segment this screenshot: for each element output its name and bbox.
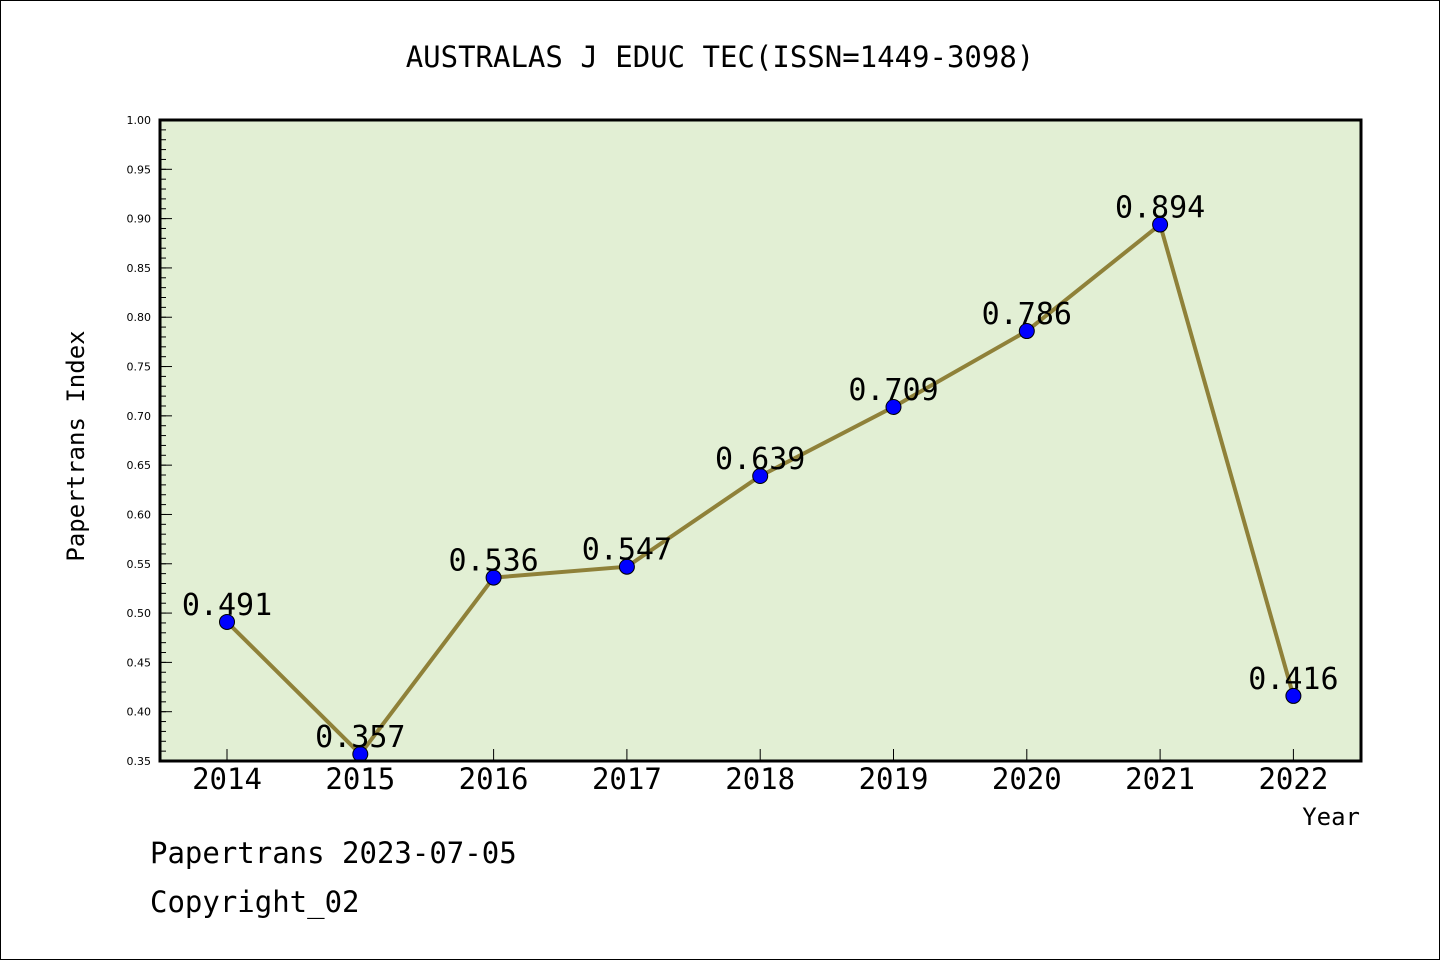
data-point <box>485 569 502 586</box>
data-point <box>1152 216 1169 233</box>
x-tick-label: 2015 <box>325 762 395 796</box>
y-axis-label: Papertrans Index <box>62 330 90 561</box>
x-tick-label: 2020 <box>992 762 1062 796</box>
x-tick-label: 2019 <box>859 762 929 796</box>
y-tick-label: 0.50 <box>127 607 152 620</box>
y-tick-label: 0.85 <box>127 262 152 275</box>
y-tick-label: 0.65 <box>127 459 152 472</box>
y-tick-label: 0.45 <box>127 656 152 669</box>
chart-title: AUSTRALAS J EDUC TEC(ISSN=1449-3098) <box>406 40 1035 74</box>
data-labels: 0.491 0.357 0.536 0.547 0.639 0.709 0.786 0.894… <box>182 191 1339 756</box>
plot-border <box>158 118 1363 763</box>
data-label: 0.547 <box>582 533 672 568</box>
x-tick-label: 2018 <box>725 762 795 796</box>
footer-copyright: Copyright_02 <box>150 885 360 919</box>
y-tick-label: 0.70 <box>127 410 152 423</box>
y-tick-label: 0.75 <box>127 361 152 374</box>
data-point <box>1285 687 1302 704</box>
footer-date: Papertrans 2023-07-05 <box>150 836 517 870</box>
data-label: 0.416 <box>1248 662 1338 697</box>
x-axis-ticks: 2014 2015 2016 2017 2018 2019 2020 2021 2022 <box>192 749 1328 796</box>
y-tick-label: 0.90 <box>127 213 152 226</box>
y-tick-label: 0.35 <box>127 755 152 768</box>
x-tick-label: 2021 <box>1125 762 1195 796</box>
series-points <box>219 216 1302 763</box>
x-tick-label: 2014 <box>192 762 262 796</box>
y-tick-label: 0.55 <box>127 558 152 571</box>
x-tick-label: 2022 <box>1258 762 1328 796</box>
y-tick-label: 0.95 <box>127 163 152 176</box>
data-label: 0.639 <box>715 442 805 477</box>
x-tick-label: 2016 <box>459 762 529 796</box>
data-label: 0.894 <box>1115 191 1205 226</box>
data-label: 0.491 <box>182 588 272 623</box>
x-axis-label: Year <box>1302 803 1360 831</box>
x-tick-label: 2017 <box>592 762 662 796</box>
data-label: 0.709 <box>848 373 938 408</box>
y-tick-label: 0.60 <box>127 508 152 521</box>
y-tick-label: 0.40 <box>127 706 152 719</box>
data-label: 0.536 <box>448 544 538 579</box>
y-tick-label: 1.00 <box>127 114 152 127</box>
y-tick-label: 0.80 <box>127 311 152 324</box>
data-label: 0.786 <box>982 297 1072 332</box>
y-axis-ticks: 0.35 0.40 0.45 0.50 0.55 0.60 0.65 0.70 0.75 0.80… <box>127 114 172 768</box>
data-point <box>618 558 635 575</box>
data-label: 0.357 <box>315 720 405 755</box>
data-point <box>219 613 235 630</box>
data-point <box>885 398 902 415</box>
data-point <box>1018 323 1035 340</box>
data-point <box>752 468 769 485</box>
